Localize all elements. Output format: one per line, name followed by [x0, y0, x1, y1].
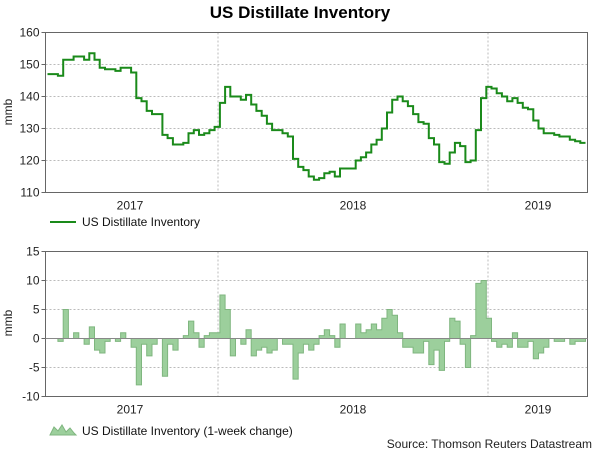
- bottom-chart: -10 -5 0 5 10 15 mmb 2017 2018 2019: [1, 245, 588, 417]
- y-tick-label: 130: [19, 122, 39, 136]
- chart-title: US Distillate Inventory: [210, 3, 391, 22]
- x-tick-label: 2018: [340, 199, 367, 213]
- x-tick-label: 2017: [117, 199, 144, 213]
- weekly-change-area: [47, 280, 586, 386]
- bottom-legend-swatch: [49, 424, 78, 436]
- bottom-gridlines: [45, 251, 588, 397]
- y-tick-label: 110: [20, 186, 39, 200]
- y-tick-label: 150: [19, 58, 39, 72]
- top-y-axis-title: mmb: [1, 98, 15, 125]
- bottom-plot-frame: [45, 251, 588, 397]
- y-tick-label: 160: [19, 26, 39, 40]
- x-tick-label: 2019: [525, 199, 552, 213]
- top-x-axis: 2017 2018 2019: [117, 199, 552, 213]
- y-tick-label: -5: [29, 361, 40, 375]
- y-tick-label: 0: [33, 332, 40, 346]
- x-tick-label: 2017: [117, 403, 144, 417]
- source-note: Source: Thomson Reuters Datastream: [387, 437, 592, 451]
- top-plot-frame: [45, 32, 588, 193]
- x-tick-label: 2018: [340, 403, 367, 417]
- bottom-legend: US Distillate Inventory (1-week change): [49, 424, 293, 438]
- bottom-y-axis: -10 -5 0 5 10 15: [22, 245, 46, 404]
- y-tick-label: 140: [19, 90, 39, 104]
- bottom-legend-label: US Distillate Inventory (1-week change): [82, 424, 293, 438]
- y-tick-label: 15: [26, 245, 40, 259]
- top-chart: 110 120 130 140 150 160 mmb 2017 2018 2019: [1, 26, 588, 213]
- x-tick-label: 2019: [525, 403, 552, 417]
- bottom-y-axis-title: mmb: [1, 309, 15, 336]
- y-tick-label: -10: [22, 390, 40, 404]
- y-tick-label: 5: [33, 303, 40, 317]
- top-y-axis: 110 120 130 140 150 160: [19, 26, 46, 200]
- top-legend: US Distillate Inventory: [50, 215, 200, 229]
- bottom-x-axis: 2017 2018 2019: [117, 403, 552, 417]
- top-legend-label: US Distillate Inventory: [82, 215, 200, 229]
- y-tick-label: 120: [19, 154, 39, 168]
- distillate-inventory-line: [47, 52, 586, 181]
- y-tick-label: 10: [26, 274, 40, 288]
- top-gridlines: [45, 32, 588, 193]
